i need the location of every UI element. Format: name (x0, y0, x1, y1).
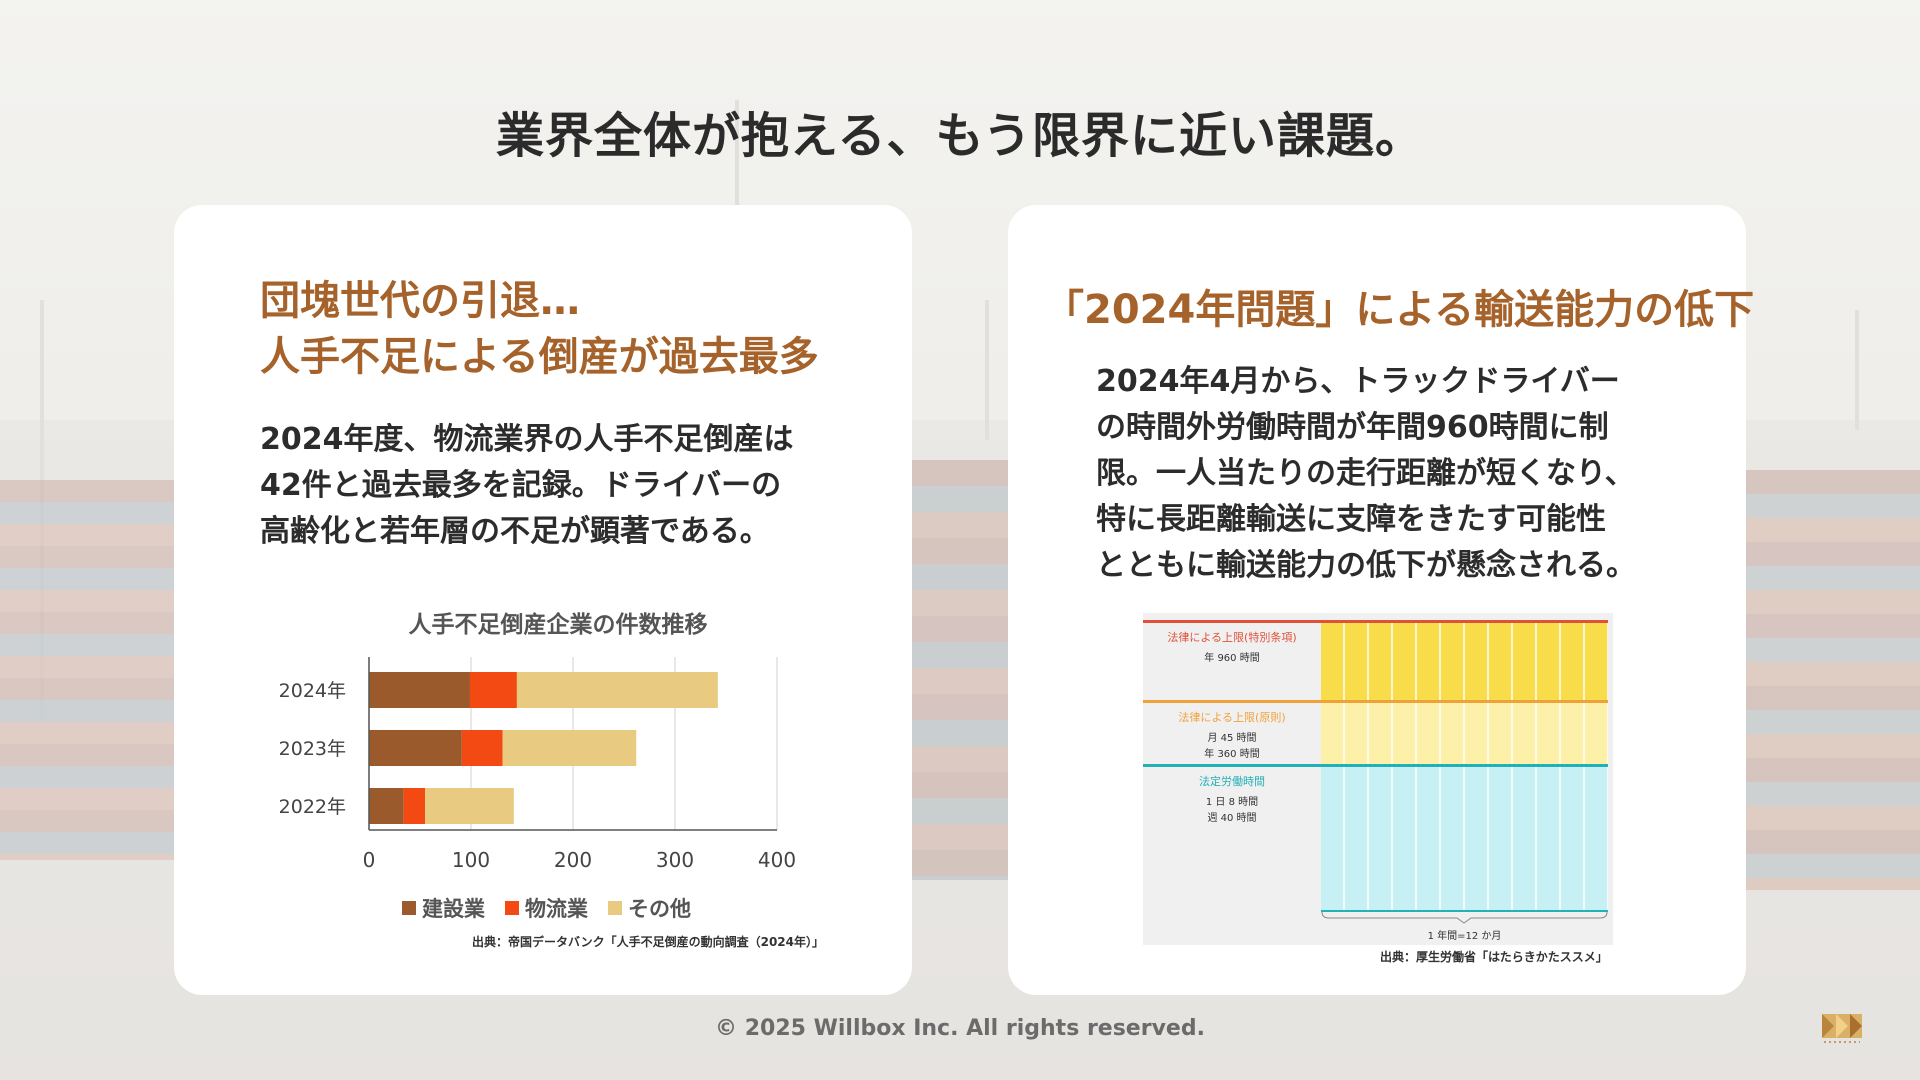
heading-line: 団塊世代の引退… (260, 278, 580, 324)
body-line: 2024年度、物流業界の人手不足倒産は (260, 422, 794, 457)
chart-legend: 建設業 物流業 その他 (402, 893, 691, 923)
page-title: 業界全体が抱える、もう限界に近い課題。 (495, 108, 1425, 164)
body-line: 2024年4月から、トラックドライバー (1096, 364, 1620, 399)
2024-problem-card: 「2024年問題」による輸送能力の低下 2024年4月から、トラックドライバー … (1008, 205, 1755, 995)
legend-item: 建設業 (402, 893, 485, 923)
standard-limit-line (1143, 700, 1608, 703)
x-tick-label: 100 (452, 848, 490, 872)
band-label: 法律による上限(特別条項) (1167, 631, 1297, 644)
y-category-label: 2024年 (279, 680, 346, 702)
x-tick-label: 400 (758, 848, 796, 872)
bar-segment (461, 730, 503, 766)
legend-label: 建設業 (422, 897, 485, 921)
body-line: 42件と過去最多を記録。ドライバーの (260, 468, 782, 503)
legend-item: 物流業 (505, 893, 588, 923)
band-sublabel: 週 40 時間 (1207, 813, 1257, 824)
bar-segment (369, 788, 404, 824)
band-label: 法定労働時間 (1199, 775, 1265, 788)
bar-segment (516, 672, 718, 708)
special-limit-line (1143, 620, 1608, 623)
labor-shortage-card: 団塊世代の引退… 人手不足による倒産が過去最多 2024年度、物流業界の人手不足… (174, 205, 912, 995)
x-tick-label: 200 (554, 848, 592, 872)
legend-label: その他 (628, 897, 691, 921)
y-category-label: 2022年 (279, 796, 346, 818)
bar-segment (469, 672, 517, 708)
card-heading: 団塊世代の引退… 人手不足による倒産が過去最多 (260, 273, 819, 385)
bar-segment (502, 730, 637, 766)
y-category-label: 2023年 (279, 738, 346, 760)
band-sublabel: 年 960 時間 (1204, 653, 1260, 664)
band-sublabel: 月 45 時間 (1207, 733, 1257, 744)
card-body: 2024年度、物流業界の人手不足倒産は 42件と過去最多を記録。ドライバーの 高… (260, 417, 860, 555)
body-line: 高齢化と若年層の不足が顕著である。 (260, 514, 770, 549)
body-line: 特に長距離輸送に支障をきたす可能性 (1096, 502, 1606, 537)
statutory-hours-line (1143, 764, 1608, 767)
bar-segment (369, 730, 462, 766)
legend-swatch (608, 901, 622, 915)
chart-source: 出典：帝国データバンク「人手不足倒産の動向調査（2024年）」 (472, 935, 825, 949)
heading-line: 人手不足による倒産が過去最多 (260, 334, 819, 380)
chart-title: 人手不足倒産企業の件数推移 (408, 612, 708, 638)
legend-item: その他 (608, 893, 691, 923)
card-heading: 「2024年問題」による輸送能力の低下 (1044, 287, 1755, 333)
x-tick-label: 300 (656, 848, 694, 872)
bar-segment (425, 788, 514, 824)
overtime-limit-figure: 法律による上限(特別条項) 年 960 時間 法律による上限(原則) 月 45 … (1143, 613, 1613, 945)
card-body: 2024年4月から、トラックドライバー の時間外労働時間が年間960時間に制 限… (1096, 359, 1686, 589)
band-sublabel: 1 日 8 時間 (1205, 797, 1259, 808)
legend-label: 物流業 (525, 897, 588, 921)
x-tick-label: 0 (363, 848, 376, 872)
body-line: 限。一人当たりの走行距離が短くなり、 (1096, 456, 1635, 491)
body-line: の時間外労働時間が年間960時間に制 (1096, 410, 1609, 445)
band-sublabel: 年 360 時間 (1204, 749, 1260, 760)
baseline (1321, 910, 1608, 912)
axis-label: 1 年間=12 か月 (1427, 931, 1502, 942)
band-label: 法律による上限(原則) (1178, 711, 1286, 724)
body-line: とともに輸送能力の低下が懸念される。 (1096, 548, 1636, 583)
bankruptcy-bar-chart: 0 100 200 300 400 2024年 2023年 2022年 (279, 657, 796, 872)
figure-source: 出典：厚生労働省「はたらきかたススメ」 (1380, 950, 1608, 964)
bar-segment (369, 672, 470, 708)
legend-swatch (402, 901, 416, 915)
bar-segment (403, 788, 426, 824)
legend-swatch (505, 901, 519, 915)
willbox-logo-icon (1822, 1014, 1862, 1043)
copyright-footer: © 2025 Willbox Inc. All rights reserved. (715, 1016, 1205, 1041)
year-brace (1321, 911, 1608, 924)
